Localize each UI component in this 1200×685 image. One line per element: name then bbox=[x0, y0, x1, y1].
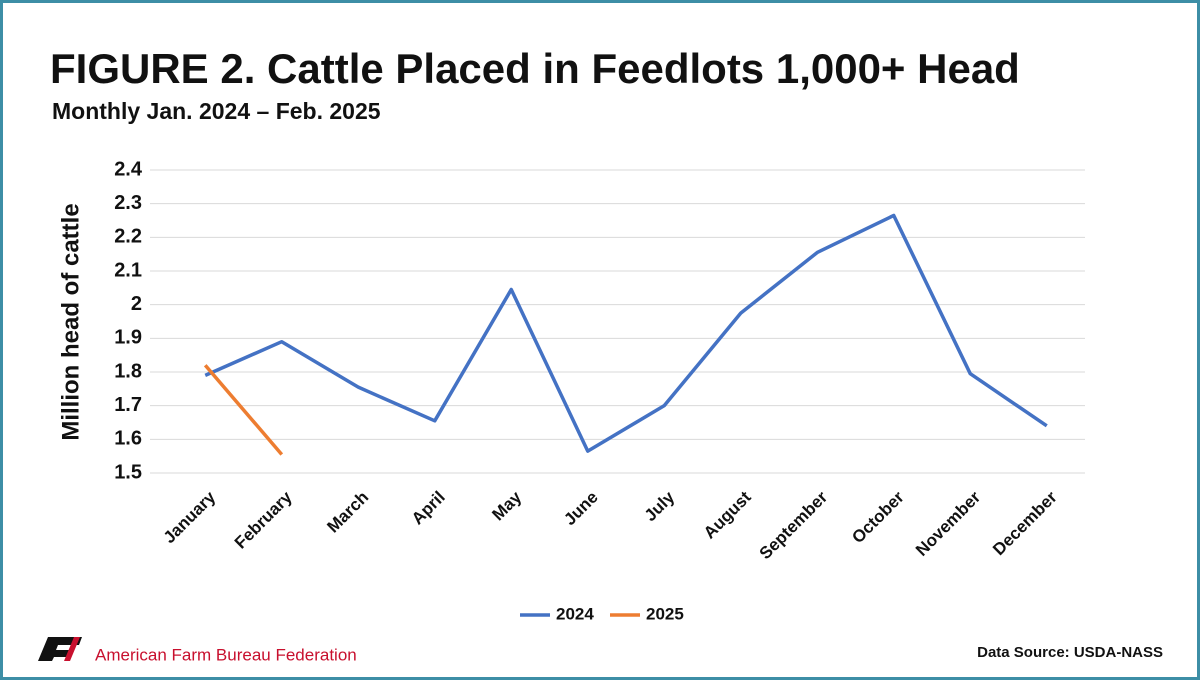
chart-title: FIGURE 2. Cattle Placed in Feedlots 1,00… bbox=[50, 45, 1020, 92]
y-tick-label: 2.4 bbox=[114, 158, 143, 180]
y-tick-label: 1.7 bbox=[114, 394, 142, 416]
y-tick-label: 2.1 bbox=[114, 259, 142, 281]
y-tick-label: 2.3 bbox=[114, 192, 142, 214]
y-tick-label: 1.6 bbox=[114, 428, 142, 450]
y-tick-label: 1.8 bbox=[114, 360, 142, 382]
organization: American Farm Bureau Federation bbox=[95, 645, 357, 664]
y-tick-label: 2 bbox=[131, 293, 142, 315]
y-tick-label: 1.9 bbox=[114, 327, 142, 349]
y-tick-label: 1.5 bbox=[114, 461, 142, 483]
y-tick-label: 2.2 bbox=[114, 226, 142, 248]
data-source: Data Source: USDA-NASS bbox=[977, 644, 1163, 661]
logo bbox=[38, 637, 82, 661]
series-line bbox=[203, 364, 284, 456]
chart-subtitle: Monthly Jan. 2024 – Feb. 2025 bbox=[52, 98, 381, 124]
series-line bbox=[204, 213, 1048, 453]
y-axis-label: Million head of cattle bbox=[57, 203, 84, 440]
legend-label: 2024 bbox=[556, 604, 594, 623]
legend-label: 2025 bbox=[646, 604, 684, 623]
